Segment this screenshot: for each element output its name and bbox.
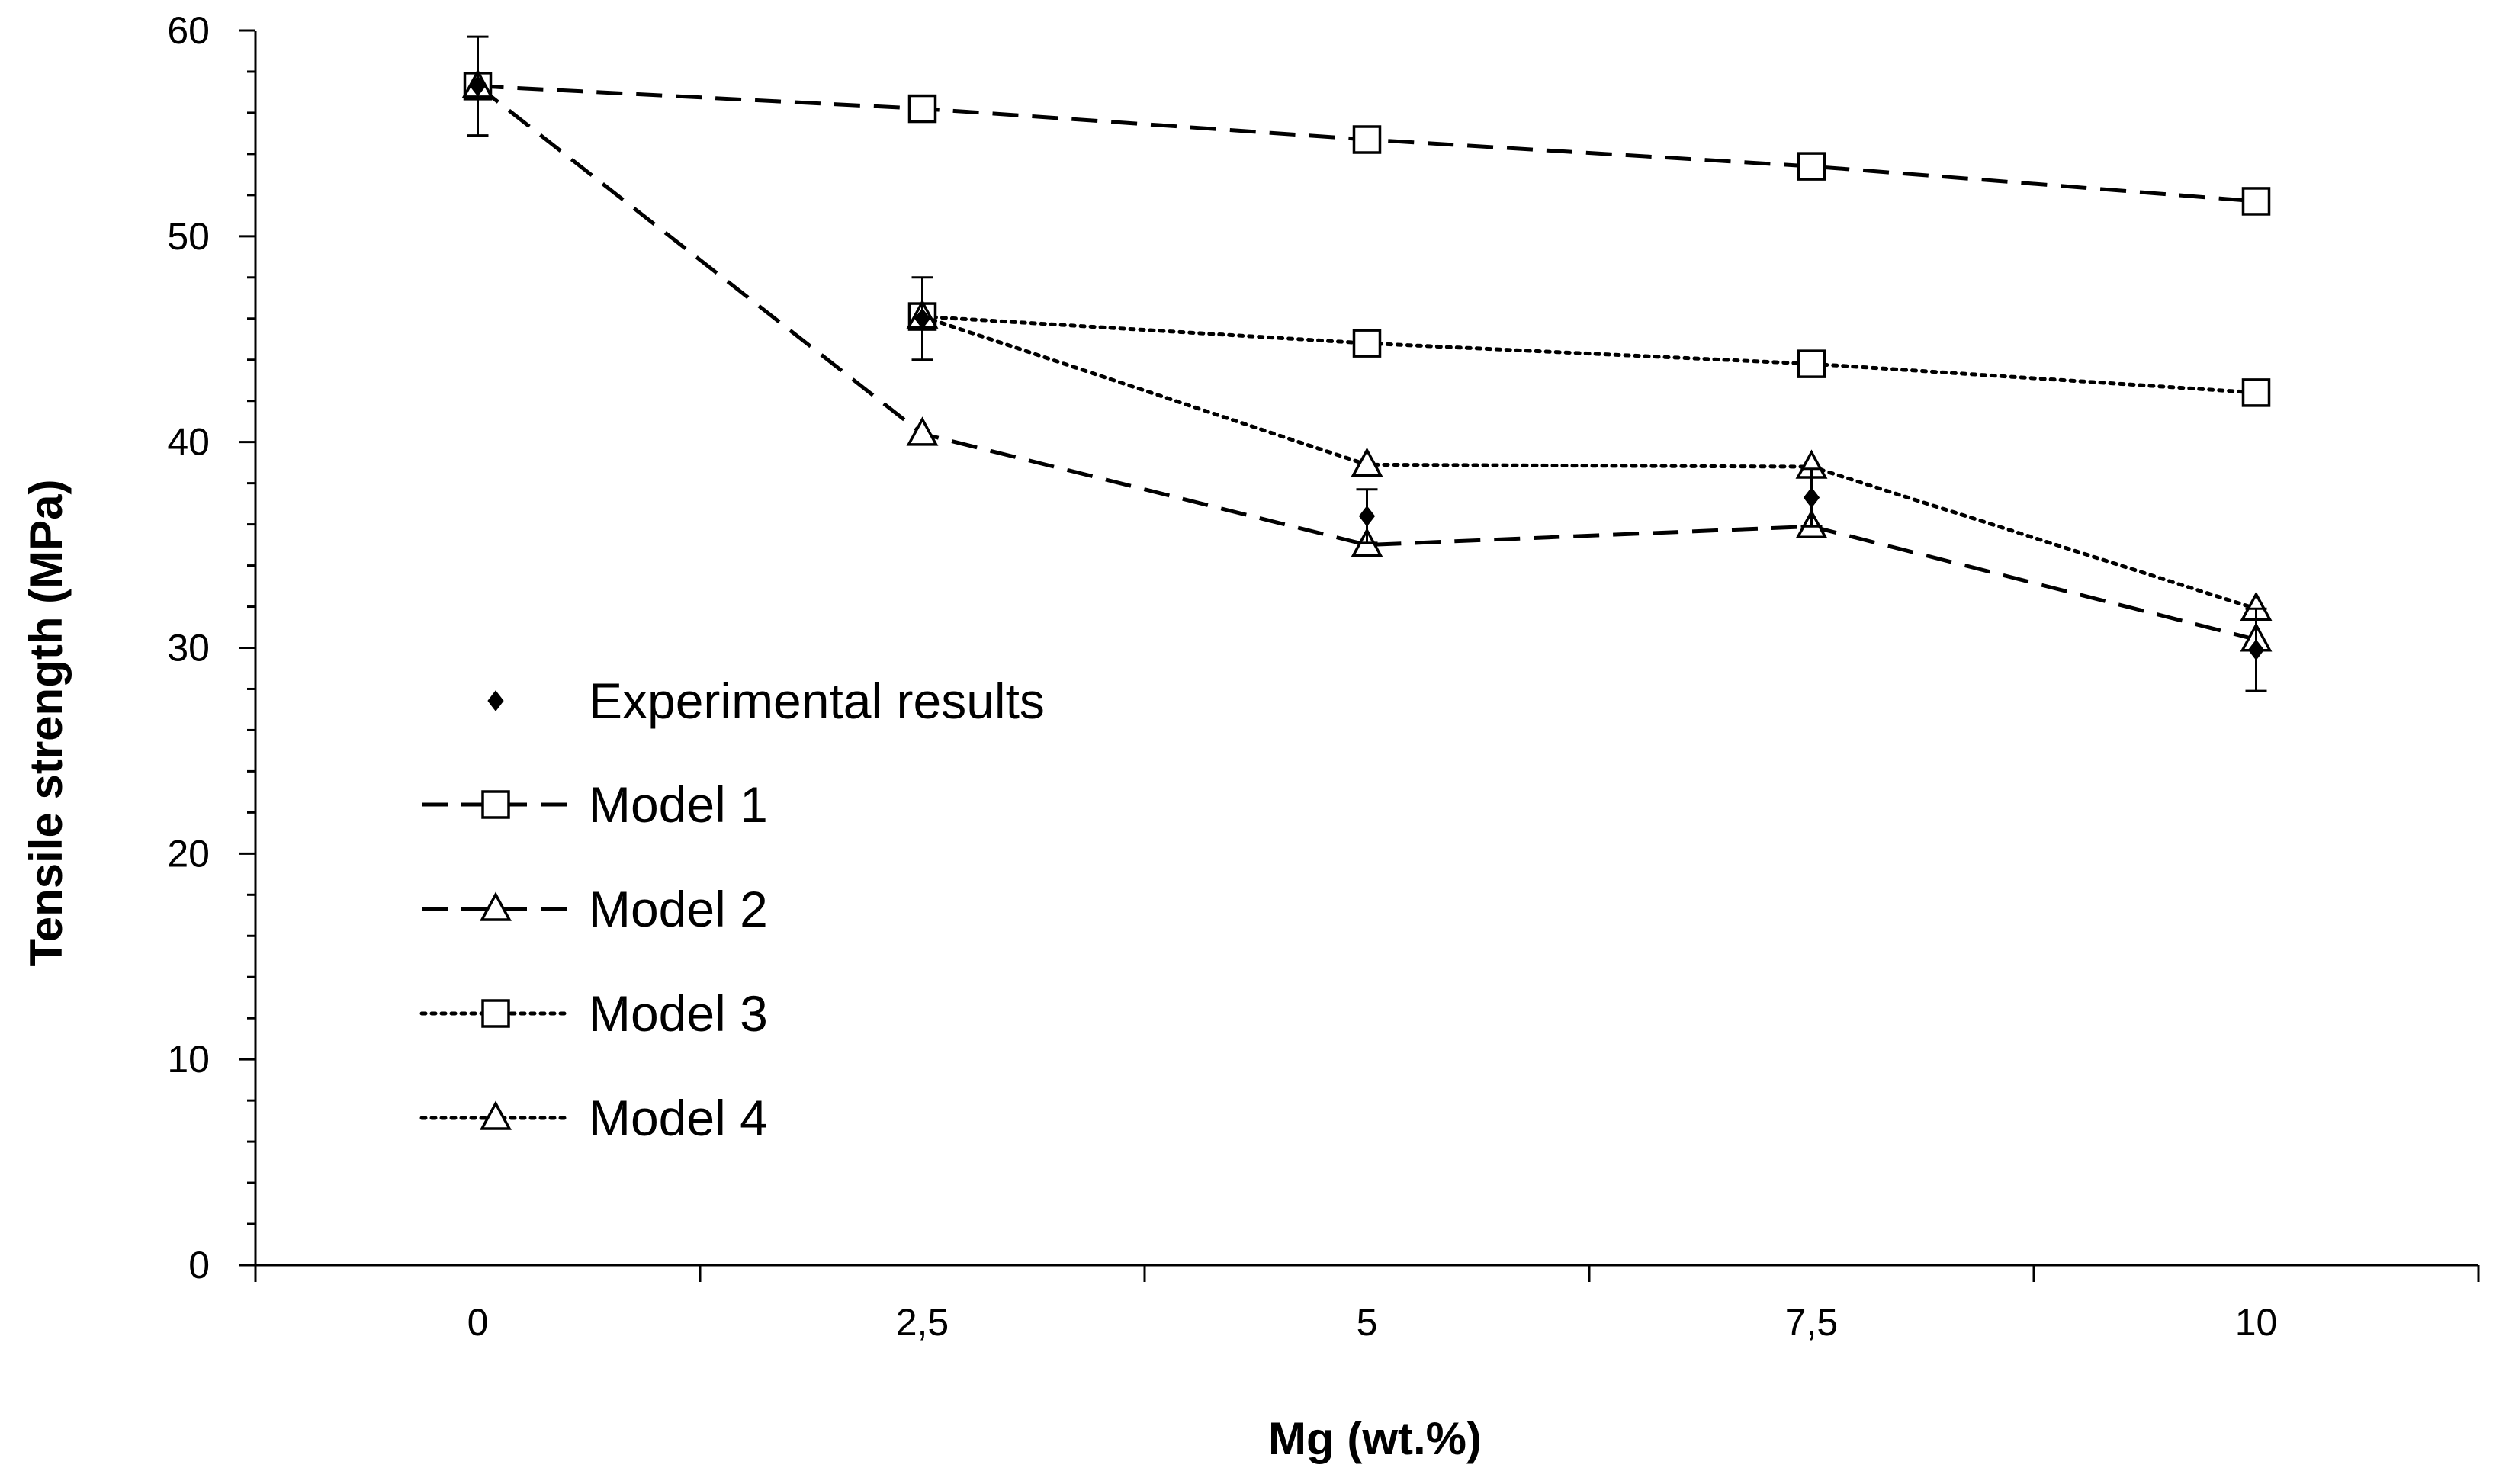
x-tick-label: 7,5 xyxy=(1785,1301,1839,1344)
legend-label: Model 1 xyxy=(589,776,768,833)
diamond-marker xyxy=(914,307,931,329)
legend-entry: Model 4 xyxy=(419,1090,768,1146)
square-marker xyxy=(907,94,937,124)
triangle-marker xyxy=(1351,447,1383,477)
square-marker xyxy=(2241,378,2271,407)
y-tick-label: 30 xyxy=(167,627,210,670)
square-marker xyxy=(2241,187,2271,216)
x-tick-label: 5 xyxy=(1357,1301,1378,1344)
y-tick-label: 50 xyxy=(167,215,210,258)
legend-label: Experimental results xyxy=(589,673,1045,729)
diamond-marker xyxy=(1358,505,1376,527)
legend-entry: Model 3 xyxy=(419,985,768,1042)
legend-entry: Model 2 xyxy=(422,881,768,937)
series-model-4 xyxy=(906,299,2273,621)
square-marker xyxy=(1797,152,1826,181)
x-tick-label: 0 xyxy=(467,1301,489,1344)
triangle-marker xyxy=(480,891,512,921)
legend-label: Model 2 xyxy=(589,881,768,937)
legend: Experimental results Model 1 Model 2 Model … xyxy=(419,673,1045,1146)
y-tick-label: 0 xyxy=(188,1244,210,1286)
x-tick-label: 10 xyxy=(2235,1301,2278,1344)
legend-entry: Model 1 xyxy=(422,776,768,833)
series-model-3 xyxy=(907,302,2271,407)
series-model-2 xyxy=(461,69,2273,652)
diamond-marker xyxy=(1803,487,1820,509)
axes: 0 10 20 30 40 50 60 0 2,5 5 7,5 10 xyxy=(167,9,2480,1344)
diamond-marker xyxy=(2247,639,2265,661)
y-tick-label: 40 xyxy=(167,421,210,464)
series-layer xyxy=(461,35,2273,692)
series-model-1 xyxy=(463,72,2271,216)
y-tick-label: 20 xyxy=(167,832,210,875)
square-marker xyxy=(481,999,510,1028)
diamond-marker xyxy=(469,75,487,97)
square-marker xyxy=(481,790,510,819)
y-tick-label: 60 xyxy=(167,9,210,52)
square-marker xyxy=(1352,329,1382,358)
series-experimental-results xyxy=(467,35,2267,692)
triangle-marker xyxy=(480,1100,512,1130)
legend-label: Model 3 xyxy=(589,985,768,1042)
x-axis-title: Mg (wt.%) xyxy=(1268,1413,1482,1464)
legend-entry: Experimental results xyxy=(487,673,1045,729)
square-marker xyxy=(1797,349,1826,378)
square-marker xyxy=(1352,125,1382,154)
legend-label: Model 4 xyxy=(589,1090,768,1146)
y-axis-title: Tensile strength (MPa) xyxy=(21,480,72,967)
series-line xyxy=(920,314,2258,395)
series-line xyxy=(920,314,2258,611)
series-line xyxy=(476,84,2257,642)
diamond-marker xyxy=(487,690,504,711)
x-tick-label: 2,5 xyxy=(896,1301,949,1344)
triangle-marker xyxy=(906,416,939,446)
y-tick-label: 10 xyxy=(167,1038,210,1081)
